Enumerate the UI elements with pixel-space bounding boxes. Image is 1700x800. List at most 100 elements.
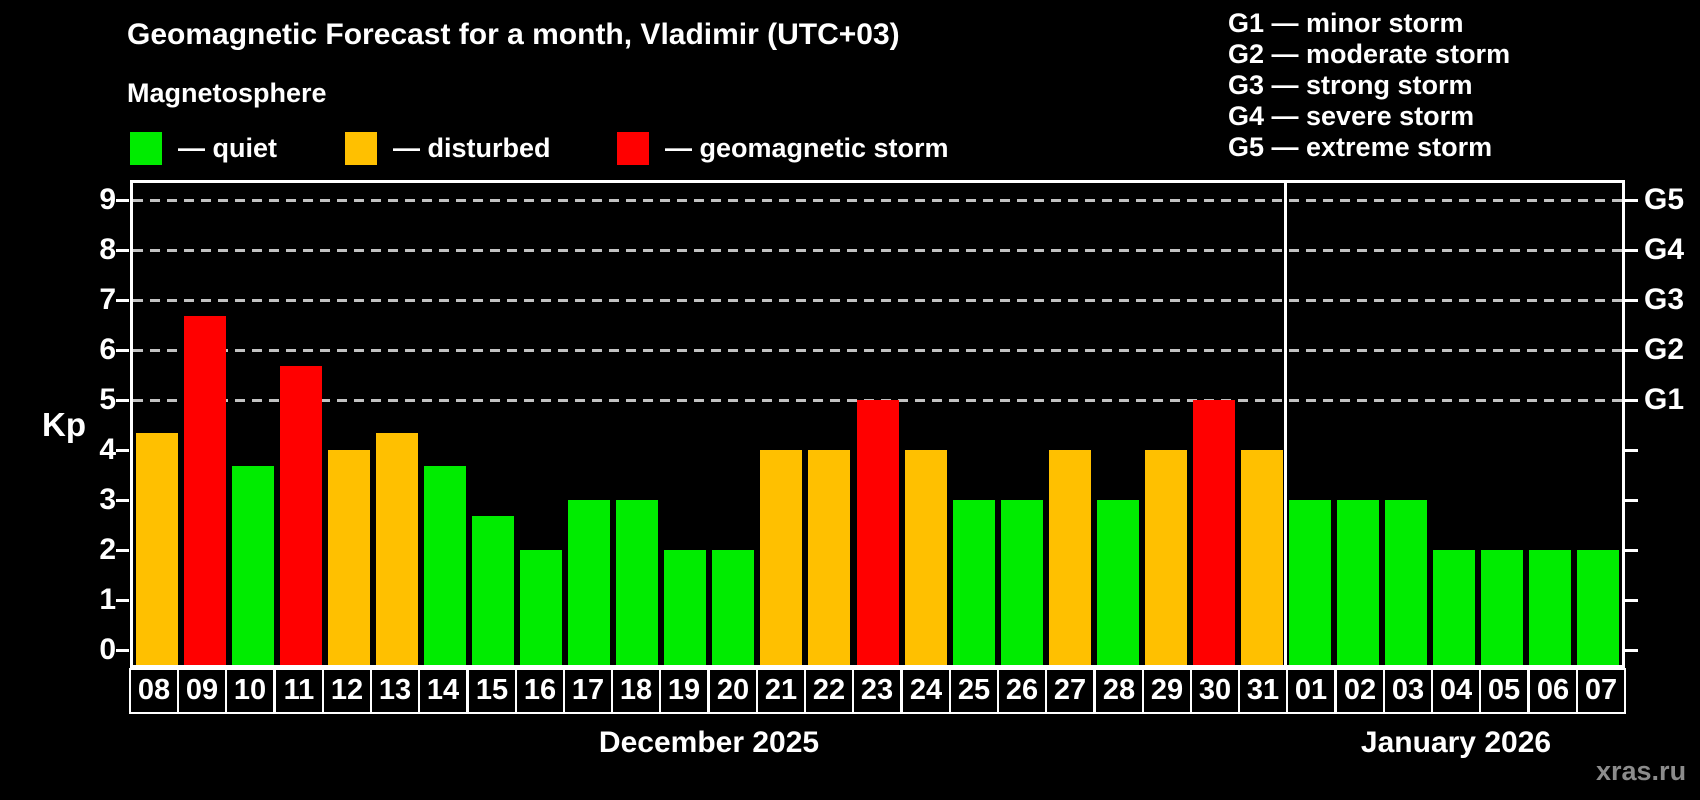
g-scale-tick-label-g4: G4 (1644, 233, 1685, 266)
y-axis-tick-left (116, 349, 129, 352)
date-label-31: 31 (1238, 668, 1288, 714)
kp-bar-12 (328, 450, 370, 665)
date-label-11: 11 (274, 668, 324, 714)
kp-bar-10 (232, 466, 274, 665)
kp-bar-26 (1001, 500, 1043, 665)
y-axis-tick-right (1625, 599, 1638, 602)
kp-bar-22 (808, 450, 850, 665)
date-label-30: 30 (1190, 668, 1240, 714)
kp-bar-21 (760, 450, 802, 665)
kp-bar-27 (1049, 450, 1091, 665)
disturbed-color-swatch (345, 132, 377, 165)
date-label-06: 06 (1528, 668, 1578, 714)
y-axis-tick-left (116, 499, 129, 502)
kp-bar-17 (568, 500, 610, 665)
watermark: xras.ru (1596, 756, 1687, 786)
kp-bar-08 (136, 433, 178, 665)
y-axis-tick-right (1625, 199, 1638, 202)
date-label-19: 19 (659, 668, 709, 714)
gridline-kp7 (133, 299, 1622, 302)
date-label-04: 04 (1431, 668, 1481, 714)
date-label-01: 01 (1286, 668, 1336, 714)
y-axis-tick-left (116, 449, 129, 452)
kp-bar-14 (424, 466, 466, 665)
date-label-07: 07 (1576, 668, 1626, 714)
kp-bar-31 (1241, 450, 1283, 665)
date-label-28: 28 (1094, 668, 1144, 714)
y-axis-tick-right (1625, 649, 1638, 652)
y-axis-tick-label: 0 (99, 633, 116, 666)
g-scale-tick-label-g2: G2 (1644, 333, 1685, 366)
y-axis-tick-left (116, 199, 129, 202)
g-scale-tick-label-g5: G5 (1644, 183, 1685, 216)
kp-bar-23 (857, 400, 899, 665)
kp-bar-15 (472, 516, 514, 665)
date-label-20: 20 (708, 668, 758, 714)
month-label-december: December 2025 (598, 726, 820, 759)
kp-bar-18 (616, 500, 658, 665)
legend-label-storm: — geomagnetic storm (665, 133, 949, 163)
date-label-22: 22 (804, 668, 854, 714)
legend-label-disturbed: — disturbed (393, 133, 551, 163)
y-axis-tick-label: 2 (99, 533, 116, 566)
date-label-12: 12 (322, 668, 372, 714)
page-title: Geomagnetic Forecast for a month, Vladim… (127, 18, 900, 51)
y-axis-tick-label: 8 (99, 233, 116, 266)
y-axis-tick-left (116, 399, 129, 402)
g-scale-legend-line-g2: G2 — moderate storm (1228, 39, 1511, 69)
date-label-10: 10 (225, 668, 275, 714)
date-label-02: 02 (1335, 668, 1385, 714)
kp-bar-11 (280, 366, 322, 665)
y-axis-tick-right (1625, 249, 1638, 252)
kp-bar-04 (1433, 550, 1475, 665)
kp-bar-01 (1289, 500, 1331, 665)
y-axis-tick-right (1625, 299, 1638, 302)
kp-bar-20 (712, 550, 754, 665)
g-scale-legend-line-g5: G5 — extreme storm (1228, 132, 1493, 162)
y-axis-tick-label: 9 (99, 183, 116, 216)
y-axis-tick-right (1625, 349, 1638, 352)
g-scale-legend-line-g1: G1 — minor storm (1228, 8, 1464, 38)
month-label-january: January 2026 (1360, 726, 1552, 759)
g-scale-legend-line-g3: G3 — strong storm (1228, 70, 1473, 100)
legend-label-quiet: — quiet (178, 133, 277, 163)
y-axis-tick-left (116, 599, 129, 602)
magnetosphere-label: Magnetosphere (127, 78, 327, 108)
y-axis-tick-left (116, 649, 129, 652)
y-axis-tick-label: 5 (99, 383, 116, 416)
date-label-21: 21 (756, 668, 806, 714)
kp-bar-29 (1145, 450, 1187, 665)
y-axis-tick-left (116, 299, 129, 302)
date-label-14: 14 (418, 668, 468, 714)
kp-bar-07 (1577, 550, 1619, 665)
kp-bar-03 (1385, 500, 1427, 665)
kp-bar-30 (1193, 400, 1235, 665)
kp-bar-06 (1529, 550, 1571, 665)
kp-bar-05 (1481, 550, 1523, 665)
y-axis-tick-left (116, 549, 129, 552)
g-scale-tick-label-g1: G1 (1644, 383, 1685, 416)
kp-bar-09 (184, 316, 226, 665)
kp-bar-28 (1097, 500, 1139, 665)
kp-bar-25 (953, 500, 995, 665)
date-label-29: 29 (1142, 668, 1192, 714)
g-scale-tick-label-g3: G3 (1644, 283, 1685, 316)
date-label-24: 24 (901, 668, 951, 714)
y-axis-tick-label: 1 (99, 583, 116, 616)
kp-bar-02 (1337, 500, 1379, 665)
legend-item-quiet: — quiet (130, 132, 277, 165)
y-axis-tick-label: 4 (99, 433, 116, 466)
storm-color-swatch (617, 132, 649, 165)
legend-item-storm: — geomagnetic storm (617, 132, 949, 165)
month-separator (1284, 183, 1287, 665)
date-label-03: 03 (1383, 668, 1433, 714)
kp-bar-13 (376, 433, 418, 665)
date-label-05: 05 (1479, 668, 1529, 714)
y-axis-tick-right (1625, 399, 1638, 402)
date-label-23: 23 (852, 668, 902, 714)
y-axis-tick-right (1625, 449, 1638, 452)
date-label-26: 26 (997, 668, 1047, 714)
date-label-09: 09 (177, 668, 227, 714)
date-label-08: 08 (129, 668, 179, 714)
